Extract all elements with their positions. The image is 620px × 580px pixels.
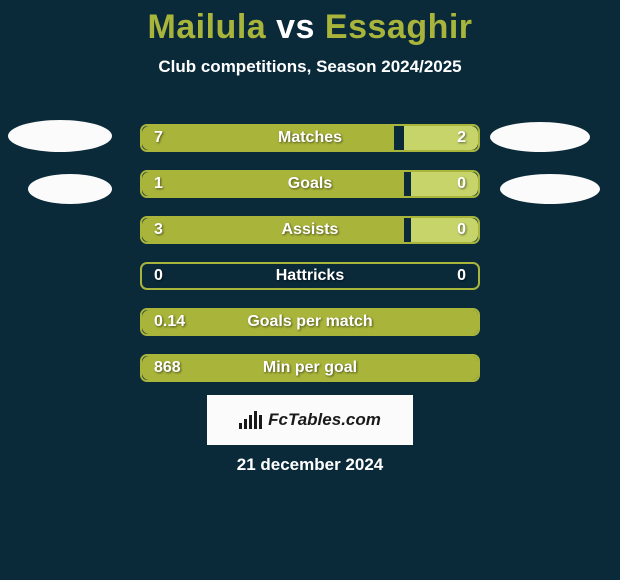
stat-label: Hattricks [142, 264, 478, 288]
stat-rows: Matches72 Goals10 Assists30 Hattricks0 0 Goal… [140, 124, 480, 400]
decorative-oval [28, 174, 112, 204]
date-text: 21 december 2024 [0, 455, 620, 475]
stat-row: Matches72 [140, 124, 480, 152]
bar-left [142, 218, 404, 242]
decorative-oval [8, 120, 112, 152]
bar-right [411, 172, 478, 196]
stat-row: Goals10 [140, 170, 480, 198]
stat-row: Min per goal868 [140, 354, 480, 382]
player1-name: Mailula [147, 8, 266, 46]
bar-left [142, 126, 394, 150]
stat-row: Goals per match0.14 [140, 308, 480, 336]
bar-left [142, 310, 478, 334]
source-badge: FcTables.com [207, 395, 413, 445]
bar-left [142, 172, 404, 196]
page-title: Mailula vs Essaghir [0, 0, 620, 47]
stat-value-left: 0 [154, 264, 163, 288]
decorative-oval [500, 174, 600, 204]
stat-row: Assists30 [140, 216, 480, 244]
stat-value-right: 0 [457, 264, 466, 288]
vs-text: vs [276, 8, 315, 46]
subtitle: Club competitions, Season 2024/2025 [0, 57, 620, 77]
stat-row: Hattricks0 0 [140, 262, 480, 290]
badge-text: FcTables.com [268, 410, 381, 430]
comparison-infographic: Mailula vs Essaghir Club competitions, S… [0, 0, 620, 580]
bar-right [411, 218, 478, 242]
bars-icon [239, 411, 262, 429]
bar-left [142, 356, 478, 380]
player2-name: Essaghir [325, 8, 473, 46]
bar-right [404, 126, 478, 150]
decorative-oval [490, 122, 590, 152]
